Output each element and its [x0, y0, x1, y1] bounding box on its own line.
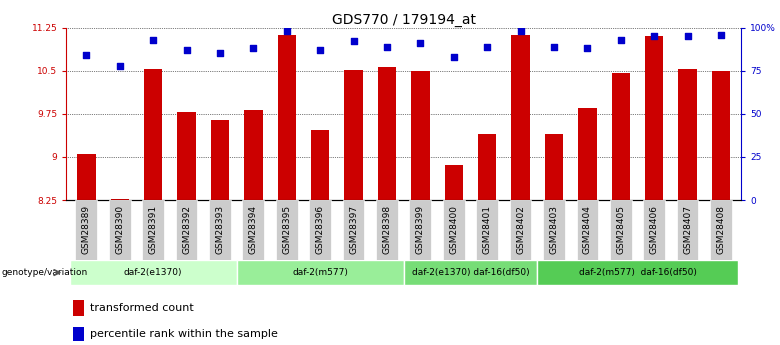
Point [80, 52, 93, 58]
Bar [578, 108, 597, 200]
FancyBboxPatch shape [69, 260, 236, 285]
Point [281, 28, 293, 34]
Bar [278, 35, 296, 200]
Bar [378, 67, 396, 200]
Bar [411, 71, 430, 200]
Point [581, 46, 594, 51]
Bar [344, 70, 363, 200]
Bar [544, 134, 563, 200]
Text: genotype/variation: genotype/variation [2, 268, 87, 277]
Text: daf-2(e1370) daf-16(df50): daf-2(e1370) daf-16(df50) [412, 268, 530, 277]
Point [681, 33, 693, 39]
Text: GSM28404: GSM28404 [583, 205, 592, 254]
FancyBboxPatch shape [509, 200, 531, 260]
FancyBboxPatch shape [76, 200, 98, 260]
Bar [211, 120, 229, 200]
Text: GSM28400: GSM28400 [449, 205, 459, 254]
FancyBboxPatch shape [543, 200, 565, 260]
Bar [73, 300, 83, 316]
Text: GSM28405: GSM28405 [616, 205, 626, 254]
Point [347, 39, 360, 44]
Text: GSM28407: GSM28407 [683, 205, 692, 254]
FancyBboxPatch shape [644, 200, 665, 260]
Text: GSM28401: GSM28401 [483, 205, 491, 254]
FancyBboxPatch shape [243, 200, 264, 260]
Point [114, 63, 126, 68]
Text: daf-2(m577): daf-2(m577) [292, 268, 348, 277]
Point [214, 51, 226, 56]
FancyBboxPatch shape [176, 200, 197, 260]
FancyBboxPatch shape [109, 200, 130, 260]
Text: GSM28391: GSM28391 [149, 205, 158, 254]
FancyBboxPatch shape [610, 200, 632, 260]
Point [514, 28, 526, 34]
Point [247, 46, 260, 51]
Bar [177, 112, 196, 200]
Text: GSM28395: GSM28395 [282, 205, 291, 254]
Point [180, 47, 193, 53]
Text: GSM28406: GSM28406 [650, 205, 658, 254]
Text: GSM28394: GSM28394 [249, 205, 258, 254]
FancyBboxPatch shape [342, 200, 364, 260]
Bar [612, 73, 630, 200]
Point [481, 44, 494, 49]
Bar [445, 165, 463, 200]
FancyBboxPatch shape [677, 200, 698, 260]
Bar [77, 154, 95, 200]
Point [147, 37, 159, 42]
Point [448, 54, 460, 60]
Text: GSM28402: GSM28402 [516, 205, 525, 254]
FancyBboxPatch shape [443, 200, 465, 260]
Text: GSM28392: GSM28392 [182, 205, 191, 254]
Point [714, 32, 727, 37]
Point [381, 44, 393, 49]
Point [414, 40, 427, 46]
FancyBboxPatch shape [376, 200, 398, 260]
Title: GDS770 / 179194_at: GDS770 / 179194_at [332, 12, 476, 27]
Text: GSM28397: GSM28397 [349, 205, 358, 254]
Text: transformed count: transformed count [90, 303, 193, 313]
Point [648, 33, 661, 39]
Text: GSM28399: GSM28399 [416, 205, 425, 254]
Bar [645, 36, 663, 200]
FancyBboxPatch shape [276, 200, 298, 260]
Text: daf-2(m577)  daf-16(df50): daf-2(m577) daf-16(df50) [579, 268, 697, 277]
Bar [311, 130, 329, 200]
FancyBboxPatch shape [576, 200, 598, 260]
Point [615, 37, 627, 42]
FancyBboxPatch shape [710, 200, 732, 260]
Bar [111, 199, 129, 200]
Text: percentile rank within the sample: percentile rank within the sample [90, 329, 278, 339]
Text: GSM28389: GSM28389 [82, 205, 90, 254]
Bar [679, 69, 697, 200]
FancyBboxPatch shape [410, 200, 431, 260]
Bar [244, 110, 263, 200]
Point [548, 44, 560, 49]
FancyBboxPatch shape [209, 200, 231, 260]
FancyBboxPatch shape [142, 200, 164, 260]
FancyBboxPatch shape [477, 200, 498, 260]
Text: GSM28393: GSM28393 [215, 205, 225, 254]
Bar [712, 71, 730, 200]
FancyBboxPatch shape [537, 260, 738, 285]
Bar [478, 134, 496, 200]
Bar [144, 69, 162, 200]
Bar [73, 327, 83, 341]
FancyBboxPatch shape [310, 200, 331, 260]
Text: daf-2(e1370): daf-2(e1370) [124, 268, 183, 277]
FancyBboxPatch shape [236, 260, 404, 285]
Text: GSM28398: GSM28398 [382, 205, 392, 254]
Text: GSM28390: GSM28390 [115, 205, 124, 254]
Point [314, 47, 326, 53]
Text: GSM28408: GSM28408 [717, 205, 725, 254]
Text: GSM28403: GSM28403 [549, 205, 558, 254]
FancyBboxPatch shape [404, 260, 537, 285]
Bar [512, 34, 530, 200]
Text: GSM28396: GSM28396 [316, 205, 324, 254]
